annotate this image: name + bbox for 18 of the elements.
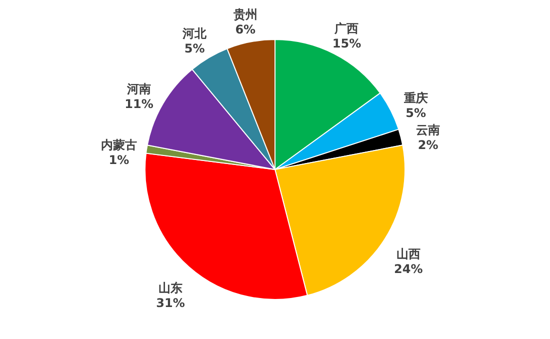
- data-label: 1%: [108, 152, 130, 167]
- data-label: 5%: [406, 106, 426, 120]
- data-label: 31%: [156, 296, 185, 310]
- slice-label: 山西: [396, 247, 420, 262]
- slice-label: 云南: [416, 123, 440, 138]
- slice-label: 河南: [126, 82, 152, 96]
- data-label: 2%: [418, 138, 438, 152]
- slice-label: 贵州: [232, 7, 258, 22]
- data-label: 11%: [124, 97, 154, 112]
- data-label: 5%: [184, 42, 205, 56]
- slice-label: 山东: [158, 281, 183, 296]
- slice-label: 河北: [182, 26, 208, 41]
- data-label: 24%: [394, 262, 423, 276]
- slice-label: 内蒙古: [100, 138, 137, 152]
- data-label: 15%: [332, 36, 362, 51]
- slice-label: 重庆: [402, 90, 428, 105]
- slice-label: 广西: [334, 22, 359, 36]
- data-label: 6%: [235, 22, 256, 36]
